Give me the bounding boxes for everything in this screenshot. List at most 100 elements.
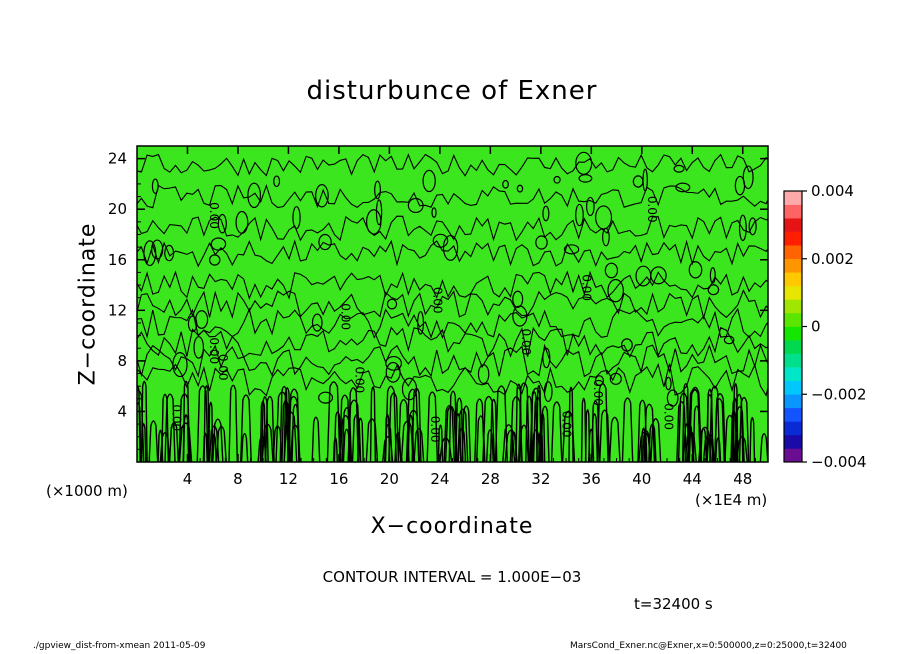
contour-line [137, 215, 768, 242]
colorbar-segment [784, 421, 802, 436]
contour-line [608, 416, 621, 462]
contour-line [511, 431, 517, 462]
contour-line [318, 391, 334, 404]
contour-line [632, 175, 644, 188]
contour-value-label: 0.00 [207, 337, 221, 364]
x-axis-ticks: 4 8 12 16 20 24 28 32 36 40 44 48 [149, 146, 756, 488]
contour-line [702, 434, 715, 462]
contour-line [485, 429, 495, 462]
contour-line [688, 389, 703, 462]
x-tick-label: 40 [632, 470, 651, 488]
contour-line [448, 390, 458, 462]
contour-line [530, 391, 538, 462]
contour-line [261, 423, 274, 462]
contour-line [738, 396, 750, 462]
contour-line [748, 217, 757, 236]
contour-line [172, 352, 188, 378]
contour-line [432, 233, 449, 248]
contour-line [137, 343, 768, 378]
contour-line [516, 184, 524, 193]
colorbar-tick-label: 0 [811, 318, 821, 336]
contour-value-label: 0.00 [662, 403, 676, 430]
x-tick-label: 36 [582, 470, 601, 488]
contour-line [347, 387, 360, 462]
contour-line [385, 361, 401, 383]
y-tick-label: 8 [117, 352, 127, 370]
contour-line [584, 408, 591, 462]
contour-value-label: 0.00 [591, 379, 605, 406]
colorbar-segment [784, 326, 802, 341]
x-tick-label: 24 [430, 470, 449, 488]
contour-line [283, 387, 291, 462]
contour-line [532, 396, 543, 462]
contour-line [137, 289, 768, 321]
contour-line [407, 414, 415, 462]
contour-line [643, 403, 656, 462]
contour-line [599, 409, 611, 462]
colorbar-segment [784, 367, 802, 381]
contour-line [594, 375, 605, 386]
contour-line [732, 382, 739, 462]
contour-line [714, 437, 722, 462]
colorbar: 0.004 0.002 0 −0.002 −0.004 [783, 182, 867, 471]
contour-value-label: 0.00 [338, 303, 352, 330]
contour-line [151, 239, 164, 260]
contour-line [382, 436, 394, 462]
contour-line [261, 396, 269, 462]
contour-line [148, 420, 159, 462]
contour-line [311, 416, 321, 462]
contour-value-label: 0.00 [559, 411, 573, 438]
x-tick-label: 4 [183, 470, 193, 488]
contour-line [326, 381, 341, 462]
contour-line [580, 397, 587, 462]
x-tick-label: 44 [683, 470, 702, 488]
contour-line [529, 387, 543, 462]
footer-left: ./gpview_dist-from-xmean 2011-05-09 [33, 641, 206, 651]
contour-line [292, 206, 301, 230]
time-label: t=32400 s [634, 595, 713, 613]
contour-line [164, 244, 175, 262]
x-tick-label: 20 [380, 470, 399, 488]
contour-line [512, 290, 524, 308]
colorbar-segment [784, 380, 802, 395]
contour-line [620, 338, 633, 352]
contour-line [235, 210, 249, 234]
contour-line [333, 411, 342, 462]
colorbar-segment [784, 191, 802, 205]
contour-line [137, 402, 142, 462]
contour-line [384, 385, 397, 462]
contour-line [137, 184, 768, 209]
contour-line [338, 394, 351, 462]
contour-line [709, 267, 716, 284]
y-tick-label: 12 [108, 301, 127, 319]
contour-line [407, 197, 424, 214]
x-tick-label: 28 [481, 470, 500, 488]
colorbar-segment [784, 231, 802, 246]
contour-line [273, 175, 281, 188]
y-tick-label: 20 [108, 200, 127, 218]
contour-line [700, 427, 708, 462]
contour-line [401, 377, 418, 401]
contour-line [318, 233, 332, 251]
contour-line [542, 347, 551, 369]
contour-line [417, 311, 425, 335]
contour-line [137, 326, 768, 359]
contour-line [369, 386, 377, 462]
x-axis-label: X−coordinate [370, 514, 534, 539]
contour-line [431, 207, 437, 218]
contour-line [137, 270, 768, 300]
colorbar-tick-label: −0.002 [811, 385, 867, 403]
contour-line [475, 415, 486, 462]
contour-line [550, 401, 563, 462]
contour-line [182, 380, 190, 462]
contour-line [275, 391, 290, 462]
contour-line [474, 398, 485, 462]
contour-line [575, 203, 584, 227]
contour-line [736, 435, 749, 462]
contour-line [602, 227, 610, 247]
x-tick-label: 8 [233, 470, 243, 488]
contour-line [578, 174, 593, 183]
contour-line [742, 165, 754, 190]
contour-line [609, 372, 622, 385]
contour-value-label: 0.00 [428, 416, 442, 443]
